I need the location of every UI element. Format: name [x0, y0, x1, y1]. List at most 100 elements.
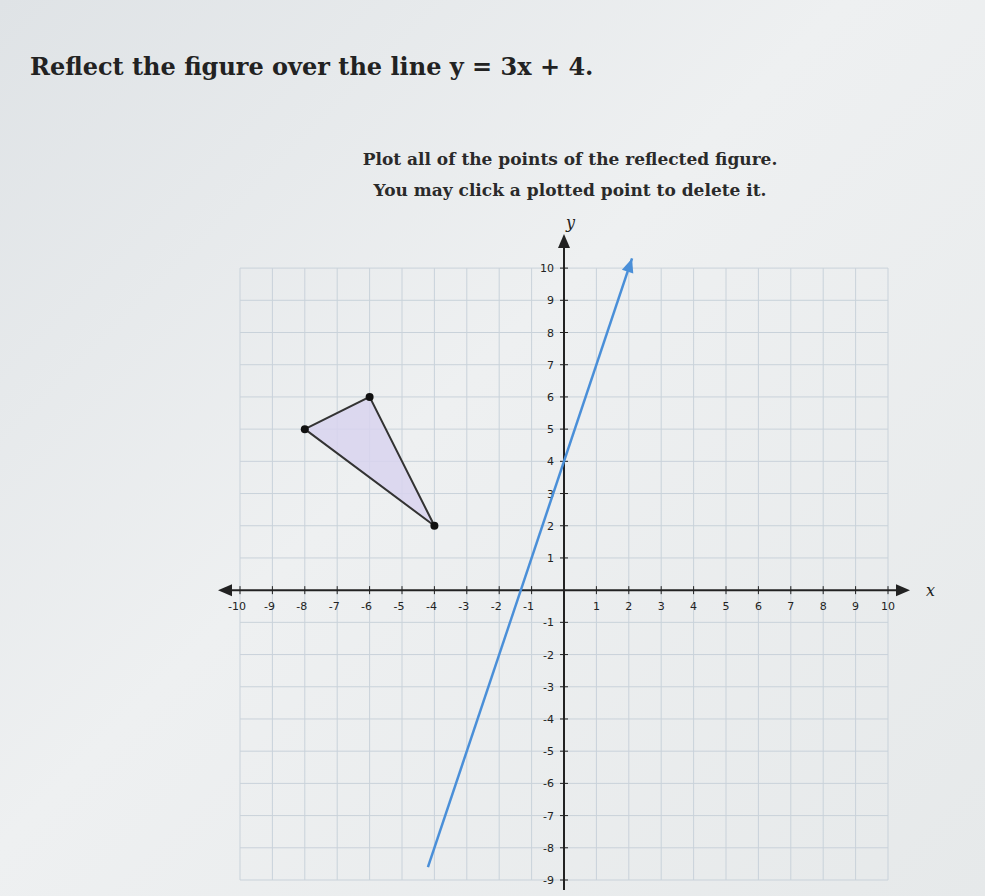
vertex-point	[430, 522, 438, 530]
x-tick-label: -7	[329, 600, 340, 613]
grid-line	[240, 364, 888, 365]
y-tick	[560, 332, 568, 333]
axis-arrow	[558, 234, 570, 248]
y-tick-label: 10	[540, 262, 554, 275]
y-tick	[560, 686, 568, 687]
grid-line	[790, 268, 791, 880]
x-tick-label: -9	[264, 600, 275, 613]
y-tick-label: -3	[543, 681, 554, 694]
x-tick-label: 1	[593, 600, 600, 613]
title: Reflect the figure over the line y = 3x …	[30, 52, 593, 81]
grid-line	[240, 880, 888, 881]
x-tick	[855, 586, 856, 594]
grid-line	[337, 268, 338, 880]
grid-line	[661, 268, 662, 880]
instruction: Plot all of the points of the reflected …	[363, 149, 778, 169]
x-tick-label: -2	[491, 600, 502, 613]
y-tick	[560, 300, 568, 301]
figure-triangle	[305, 397, 435, 526]
axis-arrow	[218, 584, 232, 596]
grid-line	[240, 654, 888, 655]
vertex-point	[366, 393, 374, 401]
grid-line	[240, 268, 888, 269]
vertex-point	[301, 425, 309, 433]
grid-line	[466, 268, 467, 880]
x-tick	[726, 586, 727, 594]
y-tick	[560, 268, 568, 269]
x-tick	[790, 586, 791, 594]
grid-line	[693, 268, 694, 880]
y-tick-label: -9	[543, 874, 554, 887]
x-tick	[628, 586, 629, 594]
y-tick-label: -6	[543, 777, 554, 790]
x-label: x	[926, 581, 935, 600]
y-tick-label: 2	[547, 520, 554, 533]
y-tick	[560, 493, 568, 494]
x-tick	[888, 586, 889, 594]
x-tick	[823, 586, 824, 594]
grid-line	[240, 622, 888, 623]
x-tick-label: -8	[296, 600, 307, 613]
y-tick	[560, 718, 568, 719]
y-tick	[560, 815, 568, 816]
y-tick-label: -8	[543, 842, 554, 855]
axis-arrow	[896, 584, 910, 596]
grid-line	[240, 815, 888, 816]
x-tick	[531, 586, 532, 594]
grid-line	[240, 332, 888, 333]
x-tick	[434, 586, 435, 594]
y-tick-label: -5	[543, 745, 554, 758]
x-tick	[240, 586, 241, 594]
y-tick-label: 9	[547, 294, 554, 307]
x-tick	[596, 586, 597, 594]
y-tick-label: 7	[547, 359, 554, 372]
x-tick-label: -10	[228, 600, 246, 613]
x-tick	[402, 586, 403, 594]
x-tick	[693, 586, 694, 594]
y-tick-label: 8	[547, 327, 554, 340]
y-tick-label: 6	[547, 391, 554, 404]
y-tick	[560, 396, 568, 397]
x-tick	[337, 586, 338, 594]
x-tick-label: -5	[394, 600, 405, 613]
y-tick	[560, 364, 568, 365]
x-tick-label: -4	[426, 600, 437, 613]
grid-line	[240, 718, 888, 719]
x-tick-label: -3	[458, 600, 469, 613]
y-tick-label: 1	[547, 552, 554, 565]
y-tick	[560, 429, 568, 430]
line-arrow	[622, 258, 633, 273]
grid-line	[272, 268, 273, 880]
x-tick	[466, 586, 467, 594]
y-tick	[560, 880, 568, 881]
y-tick	[560, 751, 568, 752]
grid-line	[240, 847, 888, 848]
grid-line	[369, 268, 370, 880]
x-tick-label: 2	[625, 600, 632, 613]
x-tick-label: 3	[658, 600, 665, 613]
y-tick-label: 5	[547, 423, 554, 436]
grid-line	[499, 268, 500, 880]
grid-line	[240, 396, 888, 397]
grid-line	[240, 300, 888, 301]
grid-line	[240, 751, 888, 752]
grid-line	[304, 268, 305, 880]
grid-line	[531, 268, 532, 880]
grid-line	[240, 557, 888, 558]
x-tick-label: 8	[820, 600, 827, 613]
y-tick	[560, 622, 568, 623]
x-tick-label: 7	[787, 600, 794, 613]
y-tick-label: -2	[543, 649, 554, 662]
x-tick-label: 9	[852, 600, 859, 613]
grid-line	[628, 268, 629, 880]
y-tick	[560, 525, 568, 526]
x-tick	[272, 586, 273, 594]
grid-line	[240, 686, 888, 687]
y-tick	[560, 557, 568, 558]
x-tick	[304, 586, 305, 594]
y-tick	[560, 783, 568, 784]
x-tick-label: -1	[523, 600, 534, 613]
grid-line	[240, 268, 241, 880]
reflection-line	[428, 258, 632, 867]
x-tick-label: 4	[690, 600, 697, 613]
